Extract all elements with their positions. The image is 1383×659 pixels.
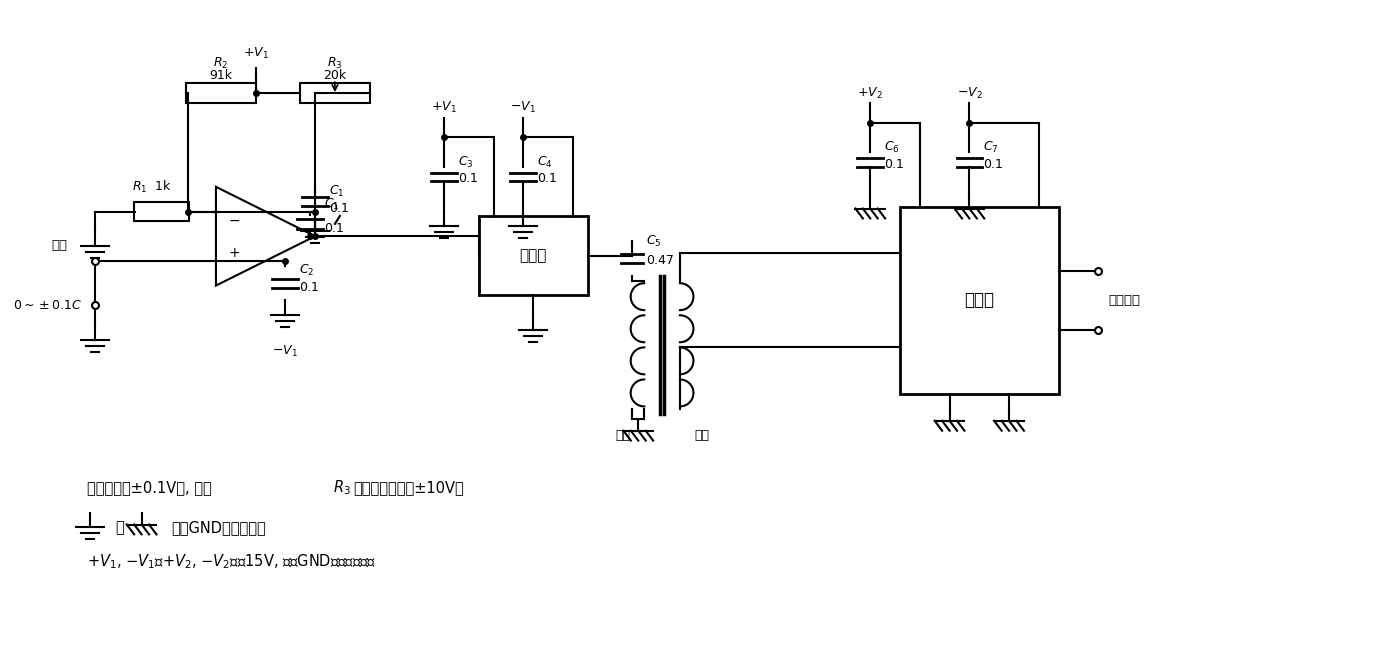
Text: 解调器: 解调器 xyxy=(964,291,994,309)
Bar xyxy=(300,83,369,103)
Text: $R_3$: $R_3$ xyxy=(333,478,351,498)
Text: 次级: 次级 xyxy=(694,428,709,442)
Text: $C_4$: $C_4$ xyxy=(537,155,553,170)
Text: 0.1: 0.1 xyxy=(324,222,344,235)
Text: 0.1: 0.1 xyxy=(299,281,319,294)
Text: 0.47: 0.47 xyxy=(646,254,674,268)
Text: $C_5$: $C_5$ xyxy=(646,233,662,248)
Text: 0.1: 0.1 xyxy=(329,202,349,215)
Text: $C_6$: $C_6$ xyxy=(884,140,900,155)
Text: $+V_1$: $+V_1$ xyxy=(243,46,268,61)
Text: 0.1: 0.1 xyxy=(884,158,904,171)
Text: $-V_1$: $-V_1$ xyxy=(272,344,299,359)
Text: 20k: 20k xyxy=(324,69,347,82)
Text: $C_3$: $C_3$ xyxy=(458,155,473,170)
Text: 使检出电压达到±10V．: 使检出电压达到±10V． xyxy=(353,480,463,496)
Text: 输入电压为±0.1V时, 调整: 输入电压为±0.1V时, 调整 xyxy=(87,480,212,496)
Text: $R_2$: $R_2$ xyxy=(213,56,228,71)
Text: $+$: $+$ xyxy=(228,246,239,260)
Text: $R_3$: $R_3$ xyxy=(328,56,343,71)
Text: $C_1$: $C_1$ xyxy=(324,196,339,212)
Text: 0.1: 0.1 xyxy=(537,173,557,185)
Text: $R_1$  1k: $R_1$ 1k xyxy=(131,179,171,195)
Text: $C_1$: $C_1$ xyxy=(329,185,344,199)
Text: 表示GND不同的电压: 表示GND不同的电压 xyxy=(171,520,266,535)
Text: $C_7$: $C_7$ xyxy=(983,140,999,155)
Text: $0{\sim}\pm0.1C$: $0{\sim}\pm0.1C$ xyxy=(12,299,82,312)
Bar xyxy=(479,216,588,295)
Bar xyxy=(900,206,1058,394)
Text: $-$: $-$ xyxy=(228,213,239,227)
Text: $+V_1$, $-V_1$与$+V_2$, $-V_2$都是15V, 但是GND是不同的电源: $+V_1$, $-V_1$与$+V_2$, $-V_2$都是15V, 但是GN… xyxy=(87,553,376,571)
Text: $C_2$: $C_2$ xyxy=(299,263,314,278)
Text: $+V_1$: $+V_1$ xyxy=(431,100,456,115)
Text: 0.1: 0.1 xyxy=(458,173,477,185)
Text: 与: 与 xyxy=(115,520,123,535)
Text: $-V_2$: $-V_2$ xyxy=(957,86,982,101)
Text: 初级: 初级 xyxy=(615,428,629,442)
Text: 0.1: 0.1 xyxy=(983,158,1003,171)
Text: $+V_2$: $+V_2$ xyxy=(857,86,884,101)
Bar xyxy=(134,202,188,221)
Text: 91k: 91k xyxy=(209,69,232,82)
Text: 调制器: 调制器 xyxy=(520,248,546,264)
Text: $-V_1$: $-V_1$ xyxy=(510,100,537,115)
Text: 检出电压: 检出电压 xyxy=(1108,294,1140,307)
Bar xyxy=(187,83,256,103)
Text: 输入: 输入 xyxy=(51,239,68,252)
